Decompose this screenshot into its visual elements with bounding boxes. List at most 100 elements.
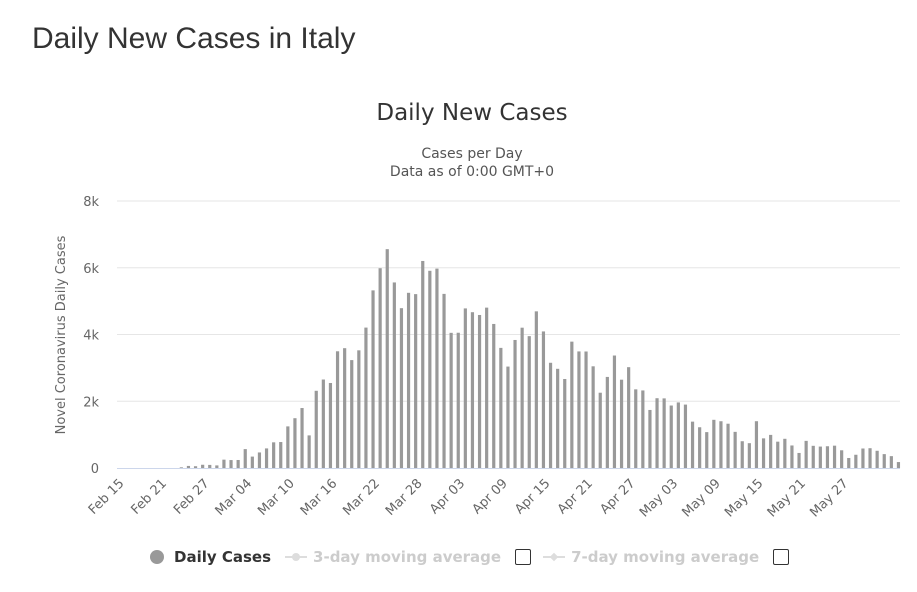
bar[interactable] (272, 442, 276, 468)
bar[interactable] (335, 351, 340, 468)
bar[interactable] (662, 398, 666, 468)
bar[interactable] (456, 332, 460, 468)
bar[interactable] (186, 465, 191, 468)
bar[interactable] (179, 467, 183, 468)
bar[interactable] (769, 434, 773, 468)
bar[interactable] (641, 390, 645, 468)
bar[interactable] (421, 260, 425, 468)
bar[interactable] (733, 431, 737, 468)
bar[interactable] (683, 404, 688, 468)
bar[interactable] (875, 450, 879, 468)
bar[interactable] (435, 268, 439, 468)
bar[interactable] (790, 445, 794, 468)
bar[interactable] (761, 438, 766, 468)
bar[interactable] (222, 459, 226, 468)
bar[interactable] (492, 323, 496, 468)
bar[interactable] (747, 443, 751, 468)
bar[interactable] (634, 389, 638, 468)
legend-item-7-day-average[interactable]: 7-day moving average (543, 548, 759, 566)
bar[interactable] (392, 282, 396, 468)
legend-item-3-day-average[interactable]: 3-day moving average (285, 548, 501, 566)
bar[interactable] (896, 462, 901, 468)
bar[interactable] (804, 440, 808, 468)
bar[interactable] (527, 336, 531, 468)
bar[interactable] (556, 368, 560, 468)
bar[interactable] (534, 311, 538, 468)
bar[interactable] (754, 421, 759, 468)
bar[interactable] (328, 382, 333, 468)
bar[interactable] (485, 307, 489, 468)
bar[interactable] (520, 327, 524, 468)
bar[interactable] (648, 409, 652, 468)
bar[interactable] (300, 408, 304, 468)
bar[interactable] (889, 456, 893, 468)
bar[interactable] (307, 435, 311, 468)
bar[interactable] (783, 438, 787, 468)
bar[interactable] (811, 445, 815, 468)
bar[interactable] (612, 355, 617, 468)
bar[interactable] (584, 351, 588, 468)
bar[interactable] (236, 459, 240, 468)
bar[interactable] (201, 464, 205, 468)
bar[interactable] (598, 392, 602, 468)
bar[interactable] (463, 308, 467, 468)
bar[interactable] (627, 367, 631, 468)
bar[interactable] (414, 294, 418, 468)
bar[interactable] (264, 448, 269, 468)
bar[interactable] (257, 452, 262, 468)
bar[interactable] (676, 402, 680, 468)
bar[interactable] (193, 466, 198, 468)
bar[interactable] (378, 268, 382, 468)
bar[interactable] (293, 418, 297, 468)
bar[interactable] (364, 327, 368, 468)
bar[interactable] (477, 314, 482, 468)
bar[interactable] (563, 378, 567, 468)
bar[interactable] (350, 360, 354, 468)
bar[interactable] (286, 426, 290, 468)
bar[interactable] (250, 456, 254, 468)
bar[interactable] (470, 312, 475, 468)
bar[interactable] (243, 449, 247, 468)
bar[interactable] (399, 308, 404, 468)
bar[interactable] (577, 351, 581, 468)
bar[interactable] (371, 290, 375, 468)
bar[interactable] (868, 448, 872, 468)
bar[interactable] (548, 362, 553, 468)
bar[interactable] (832, 445, 837, 468)
bar[interactable] (698, 427, 702, 468)
legend-checkbox-7-day-average[interactable] (773, 549, 790, 565)
bar[interactable] (591, 366, 595, 468)
bar[interactable] (776, 441, 780, 468)
bar[interactable] (215, 465, 219, 468)
bar[interactable] (840, 450, 844, 468)
legend-checkbox-3-day-average[interactable] (515, 549, 532, 565)
bar[interactable] (655, 398, 659, 468)
bar[interactable] (279, 442, 283, 468)
bar[interactable] (406, 292, 411, 468)
bar[interactable] (818, 446, 822, 468)
bar[interactable] (825, 446, 830, 468)
bar[interactable] (605, 376, 609, 468)
bar[interactable] (499, 347, 503, 468)
bar[interactable] (506, 366, 510, 468)
bar[interactable] (619, 379, 624, 468)
bar[interactable] (854, 454, 858, 468)
bar[interactable] (712, 419, 716, 468)
bar[interactable] (208, 464, 212, 468)
bar[interactable] (740, 441, 744, 468)
bar[interactable] (229, 460, 233, 468)
bar[interactable] (385, 249, 389, 468)
bar[interactable] (357, 350, 361, 468)
bar[interactable] (847, 457, 851, 468)
bar[interactable] (726, 423, 730, 468)
bar[interactable] (449, 332, 453, 468)
bar[interactable] (705, 432, 709, 468)
bar[interactable] (882, 454, 886, 468)
bar[interactable] (428, 270, 432, 468)
bar[interactable] (513, 339, 517, 468)
bar[interactable] (541, 331, 546, 468)
legend-item-daily-cases[interactable]: Daily Cases (150, 548, 271, 566)
bar[interactable] (321, 379, 325, 468)
bar[interactable] (669, 405, 673, 468)
bar[interactable] (797, 452, 801, 468)
